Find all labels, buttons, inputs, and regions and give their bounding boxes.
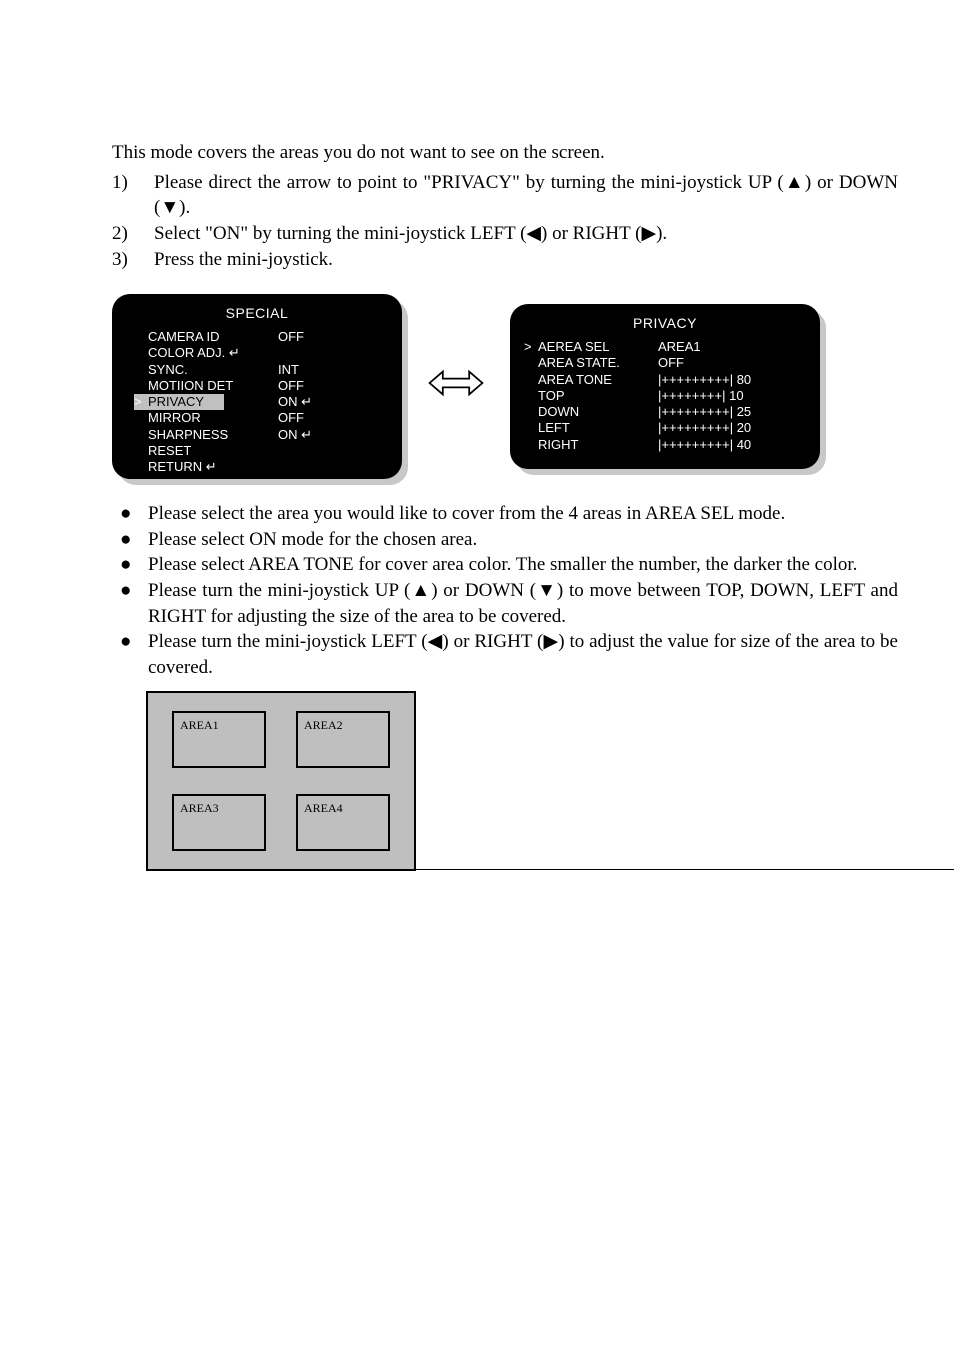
double-arrow-icon: [412, 361, 500, 405]
menu-row-label: RIGHT: [538, 437, 658, 453]
area-box-3: AREA3: [172, 794, 266, 851]
numbered-steps: 1) Please direct the arrow to point to "…: [112, 170, 898, 273]
step-1: 1) Please direct the arrow to point to "…: [112, 170, 898, 221]
step-text: Select "ON" by turning the mini-joystick…: [154, 221, 898, 247]
menu-row-value: |+++++++++| 40: [658, 437, 802, 453]
bullet-item: ●Please select AREA TONE for cover area …: [120, 552, 898, 578]
bullet-icon: ●: [120, 578, 148, 629]
menu-row-value: OFF: [278, 410, 384, 426]
menu-row-label: CAMERA ID: [148, 329, 278, 345]
menu-row-label: RESET: [148, 443, 278, 459]
menu-row-value: OFF: [658, 355, 802, 371]
privacy-menu: PRIVACY >AEREA SELAREA1AREA STATE.OFFARE…: [510, 304, 820, 469]
bullet-text: Please turn the mini-joystick UP (▲) or …: [148, 578, 898, 629]
menu-row-label: LEFT: [538, 420, 658, 436]
bullet-item: ●Please select the area you would like t…: [120, 501, 898, 527]
privacy-menu-panel: PRIVACY >AEREA SELAREA1AREA STATE.OFFARE…: [510, 304, 820, 469]
step-text: Press the mini-joystick.: [154, 247, 898, 273]
special-menu-panel: SPECIAL CAMERA IDOFFCOLOR ADJ. ↵SYNC.INT…: [112, 294, 402, 479]
bullet-list: ●Please select the area you would like t…: [120, 501, 898, 680]
menu-row-value: [278, 443, 384, 459]
menu-row-value: ON ↵: [278, 394, 384, 410]
bullet-icon: ●: [120, 527, 148, 553]
special-menu: SPECIAL CAMERA IDOFFCOLOR ADJ. ↵SYNC.INT…: [112, 294, 402, 479]
menu-row-label: MIRROR: [148, 410, 278, 426]
menu-row-value: [278, 345, 384, 361]
area-box-4: AREA4: [296, 794, 390, 851]
transition-arrow: [402, 361, 510, 413]
step-3: 3) Press the mini-joystick.: [112, 247, 898, 273]
menu-row-value: OFF: [278, 329, 384, 345]
menu-row-value: ON ↵: [278, 427, 384, 443]
menu-row-value: OFF: [278, 378, 384, 394]
menu-row-label: SYNC.: [148, 362, 278, 378]
menu-row-value: |++++++++| 10: [658, 388, 802, 404]
menu-screens-figure: SPECIAL CAMERA IDOFFCOLOR ADJ. ↵SYNC.INT…: [112, 294, 898, 479]
bullet-text: Please turn the mini-joystick LEFT (◀) o…: [148, 629, 898, 680]
step-number: 2): [112, 221, 154, 247]
menu-grid: >AEREA SELAREA1AREA STATE.OFFAREA TONE|+…: [528, 339, 802, 453]
menu-row-value: [278, 459, 384, 475]
menu-row-label: AREA STATE.: [538, 355, 658, 371]
bullet-icon: ●: [120, 552, 148, 578]
bullet-text: Please select ON mode for the chosen are…: [148, 527, 898, 553]
menu-row-label: >PRIVACY: [148, 394, 278, 410]
menu-grid: CAMERA IDOFFCOLOR ADJ. ↵SYNC.INTMOTIION …: [130, 329, 384, 475]
step-number: 1): [112, 170, 154, 221]
bullet-item: ●Please turn the mini-joystick LEFT (◀) …: [120, 629, 898, 680]
menu-row-label: RETURN ↵: [148, 459, 278, 475]
menu-row-value: AREA1: [658, 339, 802, 355]
step-2: 2) Select "ON" by turning the mini-joyst…: [112, 221, 898, 247]
menu-row-value: INT: [278, 362, 384, 378]
step-text: Please direct the arrow to point to "PRI…: [154, 170, 898, 221]
menu-row-label: >AEREA SEL: [538, 339, 658, 355]
menu-row-label: AREA TONE: [538, 372, 658, 388]
area-box-2: AREA2: [296, 711, 390, 768]
bullet-text: Please select the area you would like to…: [148, 501, 898, 527]
bullet-icon: ●: [120, 501, 148, 527]
document-page: This mode covers the areas you do not wa…: [0, 0, 954, 871]
menu-row-value: |+++++++++| 20: [658, 420, 802, 436]
menu-row-label: DOWN: [538, 404, 658, 420]
bullet-item: ●Please turn the mini-joystick UP (▲) or…: [120, 578, 898, 629]
intro-text: This mode covers the areas you do not wa…: [112, 140, 898, 166]
step-number: 3): [112, 247, 154, 273]
panel-title: SPECIAL: [130, 304, 384, 323]
area-box-1: AREA1: [172, 711, 266, 768]
panel-title: PRIVACY: [528, 314, 802, 333]
area-layout-figure: AREA1 AREA2 AREA3 AREA4: [146, 691, 416, 871]
horizontal-rule: [416, 869, 954, 870]
menu-row-label: TOP: [538, 388, 658, 404]
menu-row-value: |+++++++++| 25: [658, 404, 802, 420]
bullet-text: Please select AREA TONE for cover area c…: [148, 552, 898, 578]
bullet-icon: ●: [120, 629, 148, 680]
menu-row-label: COLOR ADJ. ↵: [148, 345, 278, 361]
bullet-item: ●Please select ON mode for the chosen ar…: [120, 527, 898, 553]
menu-row-value: |+++++++++| 80: [658, 372, 802, 388]
menu-row-label: SHARPNESS: [148, 427, 278, 443]
menu-row-label: MOTIION DET: [148, 378, 278, 394]
